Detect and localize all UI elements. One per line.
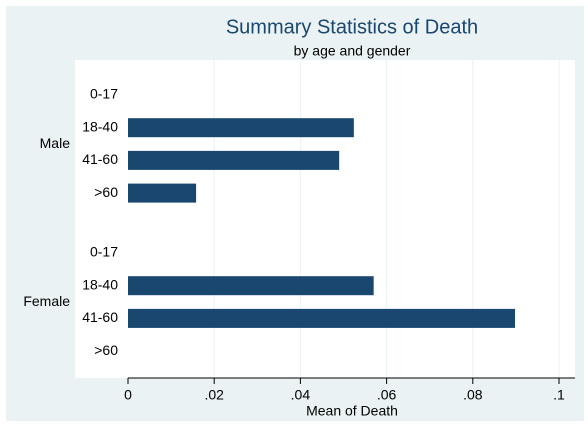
x-tick-label: .06	[377, 387, 397, 403]
x-tick-label: .08	[463, 387, 483, 403]
y-tick-label: 18-40	[82, 276, 118, 292]
x-axis-title: Mean of Death	[306, 403, 398, 419]
group-label: Female	[23, 293, 70, 309]
bar	[128, 308, 516, 328]
x-tick-label: .1	[553, 387, 565, 403]
y-tick-label: 41-60	[82, 309, 118, 325]
y-tick-label: 41-60	[82, 151, 118, 167]
y-tick-label: 0-17	[90, 244, 118, 260]
group-label: Male	[40, 135, 71, 151]
plot-region	[75, 60, 575, 378]
x-tick-label: .04	[291, 387, 311, 403]
y-tick-label: >60	[94, 184, 118, 200]
chart-title: Summary Statistics of Death	[226, 16, 478, 38]
bar	[128, 150, 340, 170]
bar	[128, 183, 197, 203]
bar	[128, 276, 374, 296]
chart-subtitle: by age and gender	[294, 43, 411, 59]
x-tick-label: 0	[124, 387, 132, 403]
y-tick-label: >60	[94, 342, 118, 358]
y-tick-label: 18-40	[82, 118, 118, 134]
y-tick-label: 0-17	[90, 86, 118, 102]
bar	[128, 118, 354, 138]
x-tick-label: .02	[204, 387, 224, 403]
